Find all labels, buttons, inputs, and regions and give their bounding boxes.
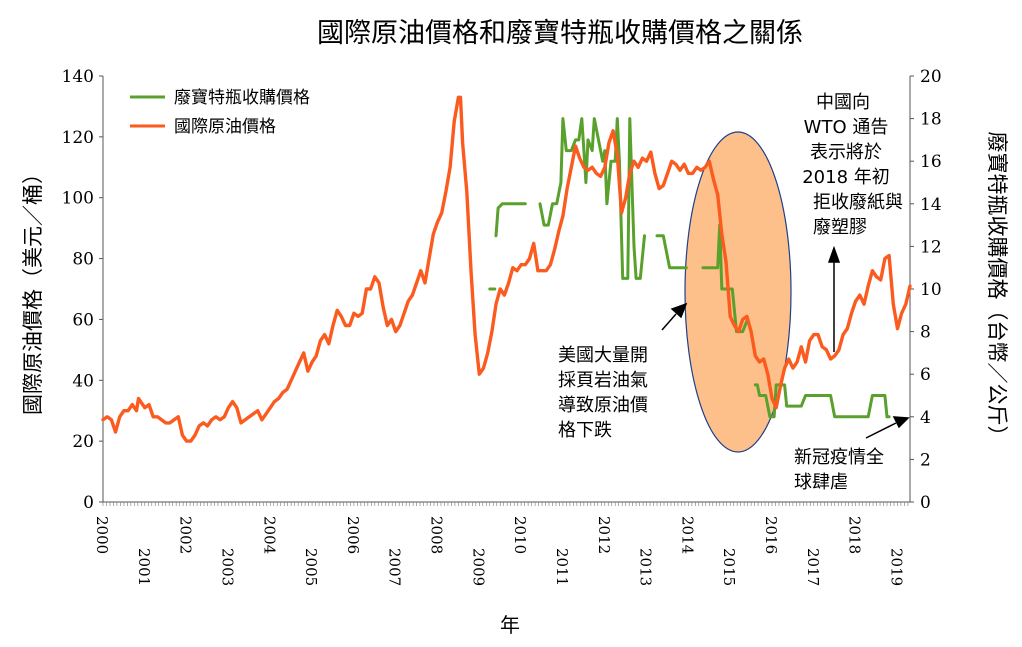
arrow-shale-head bbox=[670, 302, 688, 319]
legend-label-bottle: 廢寶特瓶收購價格 bbox=[174, 87, 310, 108]
series-line-oil-price bbox=[101, 95, 912, 443]
x-tick-label: 2017 bbox=[804, 548, 822, 586]
annotation-wto-line-5: 拒收廢紙與 bbox=[813, 192, 903, 213]
y-left-tick-label: 0 bbox=[83, 493, 94, 513]
legend: 廢寶特瓶收購價格 國際原油價格 bbox=[130, 87, 310, 137]
y-axis-label-right: 廢寶特瓶收購價格（台幣／公斤） bbox=[985, 132, 1009, 447]
arrow-wto-head bbox=[827, 245, 841, 263]
x-tick-label: 2003 bbox=[218, 548, 236, 586]
series-layer bbox=[101, 95, 912, 443]
x-tick-label: 2018 bbox=[846, 516, 864, 554]
y-right-tick-label: 10 bbox=[920, 280, 942, 300]
x-tick-label: 2006 bbox=[344, 516, 362, 554]
y-right-tick-label: 20 bbox=[920, 67, 942, 87]
annotation-wto-line-1: 中國向 bbox=[816, 92, 870, 113]
x-tick-label: 2009 bbox=[469, 548, 487, 586]
y-right-tick-label: 16 bbox=[920, 152, 942, 172]
legend-label-oil: 國際原油價格 bbox=[174, 117, 276, 137]
x-tick-label: 2010 bbox=[511, 516, 529, 554]
x-tick-label: 2019 bbox=[887, 548, 905, 586]
chart-title: 國際原油價格和廢寶特瓶收購價格之關係 bbox=[317, 18, 803, 49]
annotation-shale-line-4: 格下跌 bbox=[558, 420, 612, 441]
x-tick-label: 2000 bbox=[93, 516, 111, 554]
axes-layer: 0 20 40 60 80 100 120 140 0 2 4 6 8 10 12 14 16 18 20 2000 2… bbox=[62, 67, 942, 586]
x-tick-label: 2012 bbox=[595, 516, 613, 554]
x-tick-label: 2004 bbox=[260, 516, 278, 554]
y-right-tick-label: 2 bbox=[920, 450, 931, 470]
y-left-tick-label: 20 bbox=[72, 432, 94, 452]
x-tick-label: 2008 bbox=[428, 516, 446, 554]
highlight-ellipse-layer bbox=[684, 131, 792, 453]
annotation-wto-line-2: WTO 通告 bbox=[804, 117, 889, 138]
y-right-tick-label: 6 bbox=[920, 365, 931, 385]
x-tick-label: 2013 bbox=[637, 548, 655, 586]
y-right-tick-label: 18 bbox=[920, 110, 942, 130]
annotation-covid-line-1: 新冠疫情全 bbox=[794, 447, 884, 468]
x-tick-label: 2016 bbox=[762, 516, 780, 554]
y-right-tick-label: 14 bbox=[920, 195, 942, 215]
y-left-tick-label: 80 bbox=[72, 250, 94, 270]
x-tick-label: 2002 bbox=[177, 516, 195, 554]
annotation-wto-line-6: 廢塑膠 bbox=[813, 217, 867, 238]
y-left-tick-label: 100 bbox=[62, 189, 94, 209]
arrow-covid-head bbox=[892, 416, 910, 429]
x-tick-label: 2001 bbox=[135, 548, 153, 586]
annotation-shale-line-3: 導致原油價 bbox=[558, 395, 648, 416]
annotation-shale-line-2: 採頁岩油氣 bbox=[558, 370, 648, 391]
y-right-tick-label: 4 bbox=[920, 408, 931, 428]
arrow-covid-shaft bbox=[865, 422, 897, 439]
y-left-tick-label: 40 bbox=[72, 371, 94, 391]
annotation-arrows bbox=[661, 245, 910, 439]
annotation-covid-line-2: 球肆虐 bbox=[794, 472, 848, 493]
x-tick-label: 2014 bbox=[678, 516, 696, 554]
x-axis-label: 年 bbox=[500, 613, 520, 637]
y-axis-label-left: 國際原油價格（美元／桶） bbox=[21, 163, 45, 415]
y-right-tick-label: 8 bbox=[920, 323, 931, 343]
x-tick-label: 2005 bbox=[302, 548, 320, 586]
highlight-ellipse bbox=[684, 131, 792, 453]
annotation-shale-line-1: 美國大量開 bbox=[558, 345, 648, 366]
x-tick-label: 2015 bbox=[720, 548, 738, 586]
annotation-covid: 新冠疫情全 球肆虐 bbox=[794, 447, 884, 493]
arrow-shale-shaft bbox=[661, 313, 677, 331]
annotation-shale: 美國大量開 採頁岩油氣 導致原油價 格下跌 bbox=[558, 345, 648, 441]
x-tick-label: 2007 bbox=[386, 548, 404, 586]
y-left-tick-label: 60 bbox=[72, 310, 94, 330]
series-line-bottle-price bbox=[488, 117, 891, 419]
x-tick-label: 2011 bbox=[553, 548, 571, 586]
y-left-tick-label: 120 bbox=[62, 128, 94, 148]
annotation-wto-line-3: 表示將於 bbox=[810, 142, 882, 163]
y-right-tick-label: 12 bbox=[920, 237, 942, 257]
annotation-wto-line-4: 2018 年初 bbox=[802, 167, 890, 188]
y-left-tick-label: 140 bbox=[62, 67, 94, 87]
annotation-wto: 中國向 WTO 通告 表示將於 2018 年初 拒收廢紙與 廢塑膠 bbox=[802, 92, 903, 238]
y-right-tick-label: 0 bbox=[920, 493, 931, 513]
